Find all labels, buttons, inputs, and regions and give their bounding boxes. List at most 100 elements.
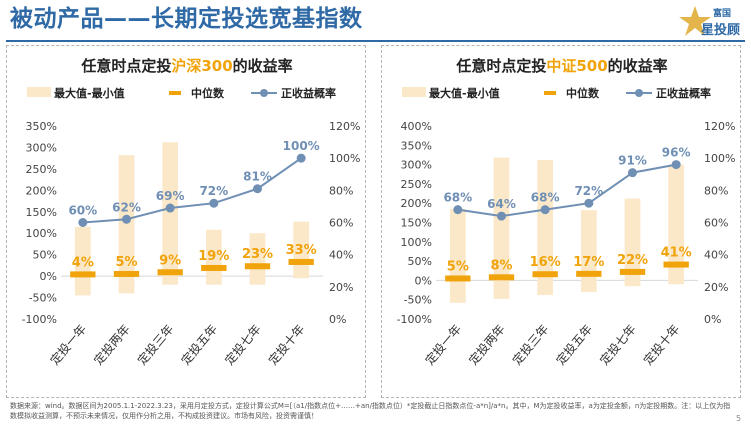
positive-rate-label: 91% [618,154,647,168]
positive-rate-label: 72% [574,184,603,198]
y-right-tick-label: 0% [704,313,721,326]
median-marker [532,271,558,278]
positive-rate-point [122,214,131,224]
median-label: 23% [242,247,273,262]
positive-rate-label: 64% [487,197,516,211]
x-category-label: 定投七年 [596,321,638,367]
y-left-tick-label: 100% [401,236,432,249]
y-left-tick-label: 200% [26,184,57,197]
y-right-tick-label: 0% [329,313,346,326]
positive-rate-label: 68% [443,191,472,205]
x-category-label: 定投两年 [465,321,507,367]
range-bar [205,229,222,285]
positive-rate-label: 100% [283,139,320,153]
range-bar [537,159,554,296]
x-category-label: 定投七年 [221,321,263,367]
chart-title-prefix: 任意时点定投 [455,57,546,75]
positive-rate-point [540,205,550,215]
range-bar [74,226,91,296]
chart-title-suffix: 的收益率 [233,57,293,75]
y-left-tick-label: 0% [415,274,432,287]
median-label: 19% [198,249,229,264]
legend-swatch-range [402,87,426,97]
y-right-tick-label: 20% [329,281,353,294]
positive-rate-point [453,205,463,215]
y-left-tick-label: 350% [26,120,57,133]
y-left-tick-label: 150% [26,206,57,219]
y-right-tick-label: 40% [704,249,728,262]
legend-label-range: 最大值-最小值 [429,86,500,100]
legend-swatch-median [544,91,556,95]
chart-title: 任意时点定投中证500的收益率 [455,57,667,75]
median-marker [663,261,689,268]
y-right-tick-label: 120% [329,120,360,133]
positive-rate-label: 72% [199,184,228,198]
median-marker [201,264,227,271]
positive-rate-label: 62% [112,200,141,214]
median-label: 5% [115,255,137,270]
median-label: 5% [447,259,469,274]
range-bar [493,157,510,299]
y-left-tick-label: 200% [401,197,432,210]
legend-label-range: 最大值-最小值 [54,86,125,100]
range-bar [668,164,685,285]
median-marker [619,268,646,275]
y-left-tick-label: 50% [408,255,432,268]
chart-panel-hs300: 任意时点定投沪深300的收益率 最大值-最小值 中位数 正收益概率 -100% -50% 0… [6,45,366,398]
median-marker [157,269,183,276]
legend-swatch-marker [635,89,643,97]
positive-rate-point [296,153,306,163]
legend-label-median: 中位数 [566,86,600,100]
y-left-tick-label: 400% [401,120,432,133]
y-left-tick-label: 0% [40,270,57,283]
y-right-tick-label: 60% [704,217,728,230]
chart-title-index: 沪深300 [171,57,232,75]
legend-swatch-median [169,91,181,95]
range-bar [449,208,466,303]
x-category-label: 定投一年 [422,321,464,367]
y-right-tick-label: 100% [329,152,360,165]
positive-rate-point [628,168,637,178]
median-marker [70,271,96,278]
median-label: 8% [490,258,512,273]
x-category-label: 定投一年 [47,321,89,367]
y-left-tick-label: 300% [26,141,57,154]
y-left-tick-label: 250% [26,163,57,176]
y-right-tick-label: 80% [329,184,353,197]
positive-rate-point [165,203,175,213]
positive-rate-label: 81% [243,170,272,184]
brand-logo: 富国 星投顾 [679,6,740,38]
x-category-label: 定投十年 [640,321,682,367]
y-left-tick-label: 300% [401,159,432,172]
y-right-tick-label: 100% [704,152,735,165]
legend-label-median: 中位数 [191,86,225,100]
x-category-label: 定投五年 [178,321,220,367]
footnote: 数据来源：wind。数据区间为2005.1.1-2022.3.23，采用月定投方… [10,402,731,420]
median-marker [488,274,515,281]
y-left-tick-label: 250% [401,178,432,191]
median-label: 33% [286,243,317,258]
positive-rate-label: 96% [662,146,691,160]
positive-rate-label: 68% [531,191,560,205]
chart-title-index: 中证500 [546,57,607,75]
x-category-label: 定投两年 [90,321,132,367]
median-label: 41% [661,246,692,261]
y-left-tick-label: -100% [397,313,432,326]
y-left-tick-label: 100% [26,227,57,240]
y-right-tick-label: 20% [704,281,728,294]
range-bar [580,210,597,292]
range-bar [624,198,641,287]
positive-rate-point [497,211,506,221]
median-label: 4% [72,255,94,270]
legend-swatch-marker [260,89,268,97]
title-divider [6,40,745,42]
y-left-tick-label: 350% [401,139,432,152]
x-category-label: 定投十年 [265,321,307,367]
range-bar [249,233,266,285]
positive-rate-point [78,218,88,227]
logo-text-2: 星投顾 [701,22,740,38]
y-left-tick-label: -100% [22,313,57,326]
x-category-label: 定投三年 [509,321,551,367]
